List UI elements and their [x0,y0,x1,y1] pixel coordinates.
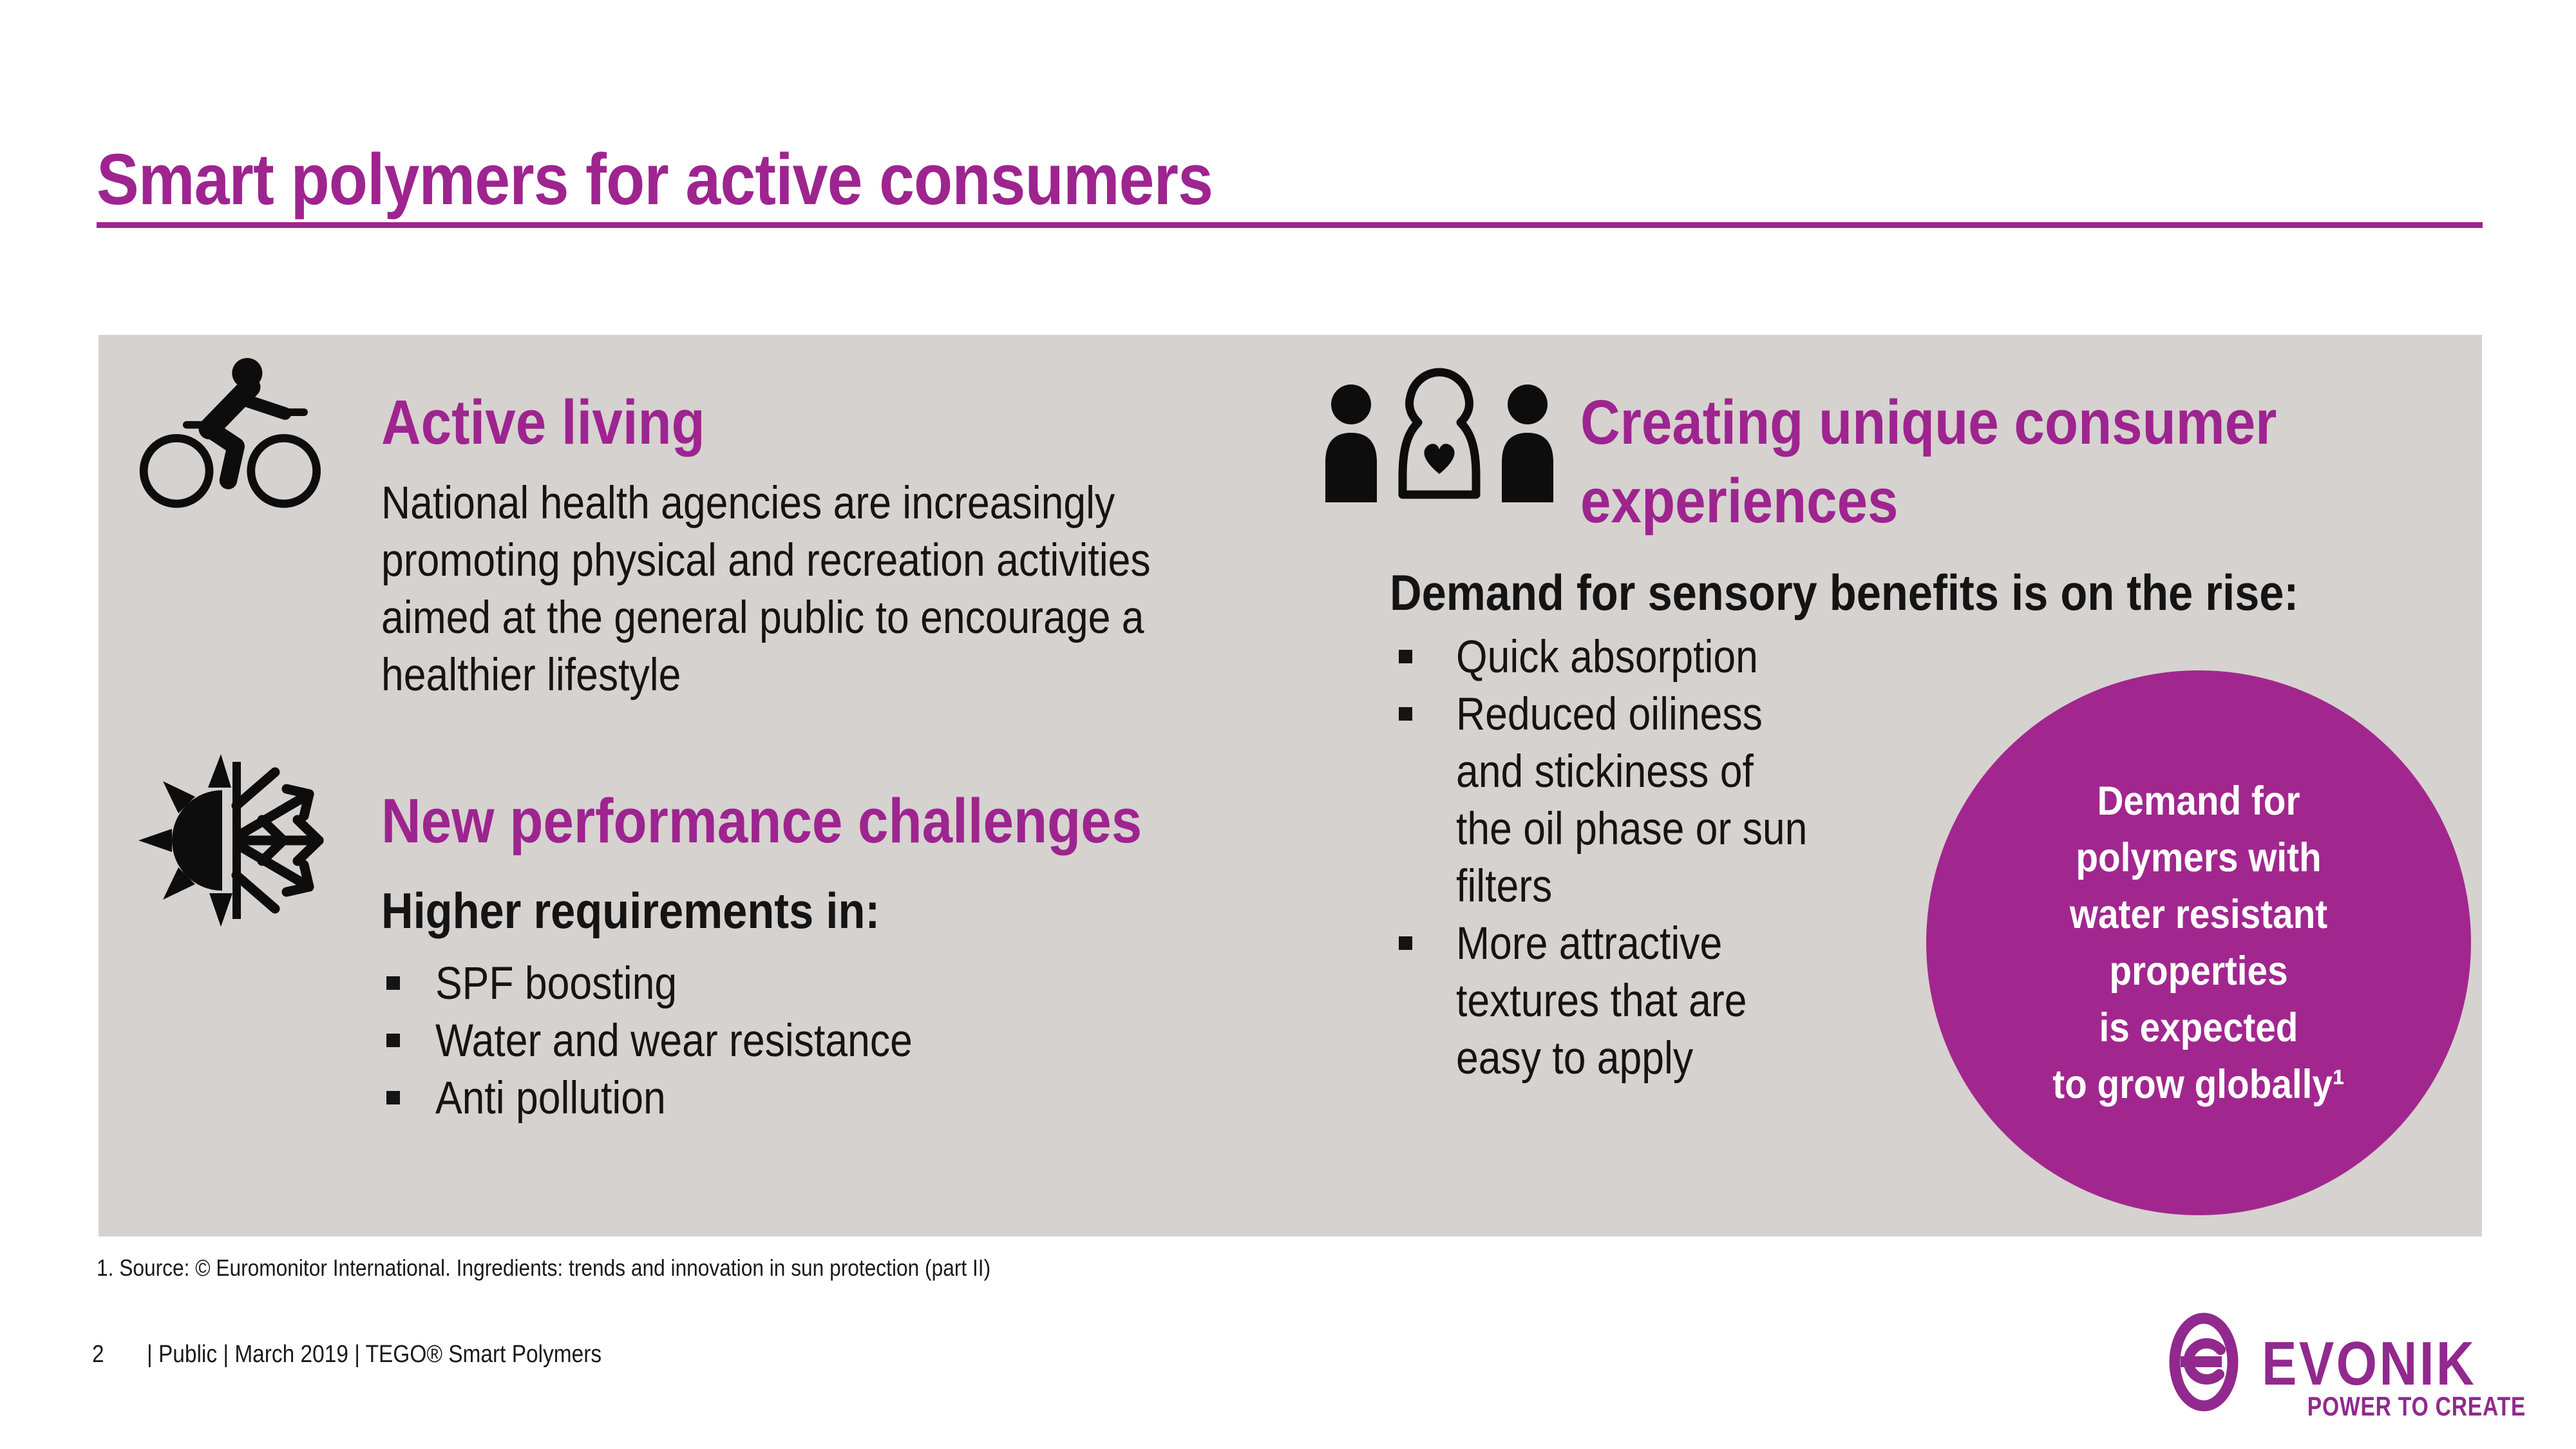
experiences-heading-text: Creating unique consumer experiences [1580,387,2277,536]
people-icon [1325,368,1553,502]
highlight-circle-text: Demand for polymers with water resistant… [2052,779,2345,1107]
source-note-text: 1. Source: © Euromonitor International. … [97,1255,991,1281]
active-living-body-text: National health agencies are increasingl… [381,478,1151,701]
source-note: 1. Source: © Euromonitor International. … [97,1255,1112,1282]
bullet-square-icon [386,1034,400,1047]
bullet-text: SPF boosting [435,958,677,1009]
performance-bullet-list: SPF boosting Water and wear resistance A… [386,955,978,1127]
experiences-subheading-text: Demand for sensory benefits is on the ri… [1390,564,2299,621]
bullet-square-icon [1399,707,1412,721]
highlight-circle: Demand for polymers with water resistant… [1926,670,2471,1215]
performance-heading-text: New performance challenges [381,786,1142,856]
list-item: Anti pollution [386,1070,978,1127]
experiences-subheading: Demand for sensory benefits is on the ri… [1390,565,2423,621]
footer: 2 | Public | March 2019 | TEGO® Smart Pol… [92,1341,664,1368]
list-item: Reduced oiliness and stickiness of the o… [1399,686,1855,915]
bullet-square-icon [386,976,400,990]
bullet-square-icon [386,1091,400,1104]
active-living-heading-text: Active living [381,387,705,457]
bullet-text: Anti pollution [435,1073,666,1124]
list-item: Quick absorption [1399,629,1855,686]
bullet-text: More attractive textures that are easy t… [1456,918,1747,1084]
bullet-text: Quick absorption [1456,632,1758,683]
performance-subheading-text: Higher requirements in: [381,882,880,939]
evonik-tagline: POWER TO CREATE [2307,1391,2526,1421]
footer-meta: | Public | March 2019 | TEGO® Smart Poly… [147,1341,602,1368]
bullet-square-icon [1399,650,1412,663]
title-underline [97,222,2483,228]
page-title: Smart polymers for active consumers [97,138,1365,221]
page-number: 2 [92,1341,104,1368]
experiences-bullet-list: Quick absorption Reduced oiliness and st… [1399,629,1855,1087]
page-title-text: Smart polymers for active consumers [97,139,1213,220]
evonik-wordmark: EVONIK [2262,1329,2477,1398]
performance-subheading: Higher requirements in: [381,882,948,939]
section-heading-experiences: Creating unique consumer experiences [1580,383,2372,540]
bullet-text: Reduced oiliness and stickiness of the o… [1456,689,1808,912]
evonik-emblem-icon [2169,1312,2239,1412]
list-item: Water and wear resistance [386,1012,978,1070]
bullet-square-icon [1399,936,1412,950]
section-heading-active-living: Active living [381,383,749,462]
list-item: SPF boosting [386,955,978,1012]
bullet-text: Water and wear resistance [435,1016,913,1066]
list-item: More attractive textures that are easy t… [1399,915,1855,1087]
sun-snowflake-icon [138,754,324,927]
section-heading-performance: New performance challenges [381,782,1245,860]
active-living-body: National health agencies are increasingl… [381,475,1256,704]
cyclist-icon [139,357,321,508]
